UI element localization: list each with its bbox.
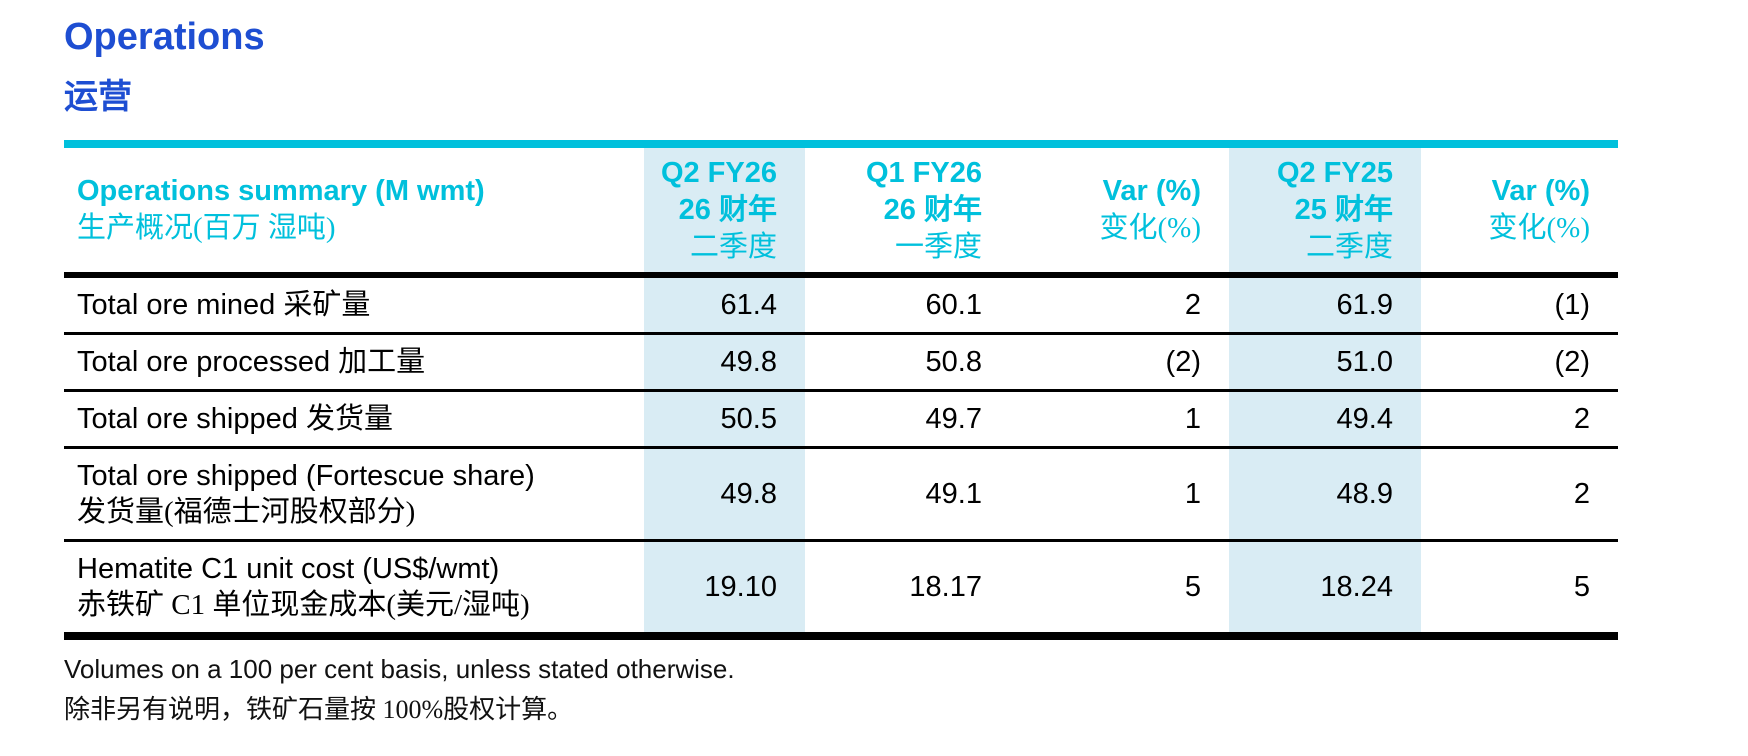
cell-value: 49.8 (644, 333, 805, 392)
row-label-en: Total ore shipped (77, 403, 298, 435)
cell-value: 49.4 (1229, 390, 1421, 449)
cell-value: 61.4 (644, 275, 805, 335)
cell-value: 49.8 (644, 447, 805, 542)
column-header-3: Q2 FY25 25 财年二季度 (1229, 144, 1421, 278)
table-row-2: Total ore shipped 发货量 50.5 49.7 1 49.4 2 (64, 390, 1618, 449)
column-header-line: 一季度 (894, 230, 982, 263)
column-header-line: Q2 FY25 (1276, 156, 1393, 189)
cell-value: 60.1 (805, 275, 1010, 335)
header-operations-summary: Operations summary (M wmt) 生产概况(百万 湿吨) (64, 144, 644, 278)
column-header-line: 变化(%) (1488, 212, 1590, 244)
cell-value: 2 (1421, 447, 1618, 542)
cell-value: 5 (1184, 570, 1201, 603)
table-row-1: Total ore processed 加工量 49.8 50.8 (2) 51.0 (2… (64, 333, 1618, 392)
row-label-en: Hematite C1 unit cost (US$/wmt) (77, 553, 500, 585)
cell-value: 2 (1010, 275, 1229, 335)
row-label: Total ore shipped (Fortescue share) 发货量(福… (64, 447, 644, 542)
column-header-line: 二季度 (689, 230, 777, 263)
row-label-zh: 加工量 (338, 346, 426, 378)
table-row-4: Hematite C1 unit cost (US$/wmt) 赤铁矿 C1 单位… (64, 540, 1618, 637)
row-label-zh: 发货量 (305, 403, 393, 435)
cell-value: 48.9 (1229, 447, 1421, 542)
row-label: Total ore mined 采矿量 (64, 275, 644, 335)
cell-value: 51.0 (1229, 333, 1421, 392)
row-label-zh: 采矿量 (283, 289, 371, 321)
cell-value: 50.5 (644, 390, 805, 449)
section-title-en: Operations (64, 16, 265, 58)
row-label-zh: 赤铁矿 C1 单位现金成本(美元/湿吨) (77, 589, 530, 621)
column-header-line: 26 财年 (678, 193, 777, 226)
column-header-line: Q1 FY26 (865, 156, 982, 189)
header-label-en: Operations summary (M wmt) (77, 175, 485, 207)
column-header-line: 26 财年 (883, 193, 982, 226)
cell-value: 61.9 (1229, 275, 1421, 335)
cell-value: 18.17 (909, 570, 982, 603)
document-page: Operations 运营 Operations summary (M wmt)… (64, 16, 1618, 724)
column-header-line: Var (%) (1491, 175, 1590, 207)
cell-value: 1 (1010, 447, 1229, 542)
column-header-line: Var (%) (1102, 175, 1201, 207)
column-header-line: 变化(%) (1099, 212, 1201, 244)
column-header-line: Q2 FY26 (660, 156, 777, 189)
table-header-row: Operations summary (M wmt) 生产概况(百万 湿吨) Q… (64, 144, 1618, 278)
table-row-3: Total ore shipped (Fortescue share) 发货量(福… (64, 447, 1618, 542)
row-label: Hematite C1 unit cost (US$/wmt) 赤铁矿 C1 单位… (64, 541, 644, 637)
row-label-en: Total ore processed (77, 346, 331, 378)
section-title-zh: 运营 (64, 79, 132, 116)
row-label-zh: 发货量(福德士河股权部分) (77, 496, 416, 528)
cell-value: 1 (1010, 390, 1229, 449)
cell-value: 19.10 (644, 540, 805, 636)
cell-value: (2) (1010, 333, 1229, 392)
column-header-line: 二季度 (1305, 230, 1393, 263)
footnote-en: Volumes on a 100 per cent basis, unless … (64, 654, 735, 684)
cell-value: 49.1 (805, 447, 1010, 542)
cell-value: 5 (1573, 570, 1590, 603)
column-header-0: Q2 FY26 26 财年二季度 (644, 144, 805, 278)
column-header-line: 25 财年 (1294, 193, 1393, 226)
row-label: Total ore shipped 发货量 (64, 390, 644, 449)
header-label-zh: 生产概况(百万 湿吨) (77, 212, 336, 244)
column-header-4: Var (%) 变化(%) (1421, 144, 1618, 278)
row-label-en: Total ore shipped (Fortescue share) (77, 460, 535, 492)
cell-value: 50.8 (805, 333, 1010, 392)
cell-value: 18.24 (1229, 540, 1421, 636)
row-label-en: Total ore mined (77, 289, 276, 321)
cell-value: 2 (1421, 390, 1618, 449)
cell-value: (2) (1421, 333, 1618, 392)
operations-summary-table: Operations summary (M wmt) 生产概况(百万 湿吨) Q… (64, 140, 1618, 640)
cell-value: 49.7 (805, 390, 1010, 449)
row-label: Total ore processed 加工量 (64, 333, 644, 392)
table-row-0: Total ore mined 采矿量 61.4 60.1 2 61.9 (1) (64, 275, 1618, 335)
cell-value: (1) (1421, 275, 1618, 335)
column-header-2: Var (%) 变化(%) (1010, 144, 1229, 278)
footnote-zh: 除非另有说明，铁矿石量按 100%股权计算。 (64, 695, 574, 724)
column-header-1: Q1 FY26 26 财年一季度 (805, 144, 1010, 278)
